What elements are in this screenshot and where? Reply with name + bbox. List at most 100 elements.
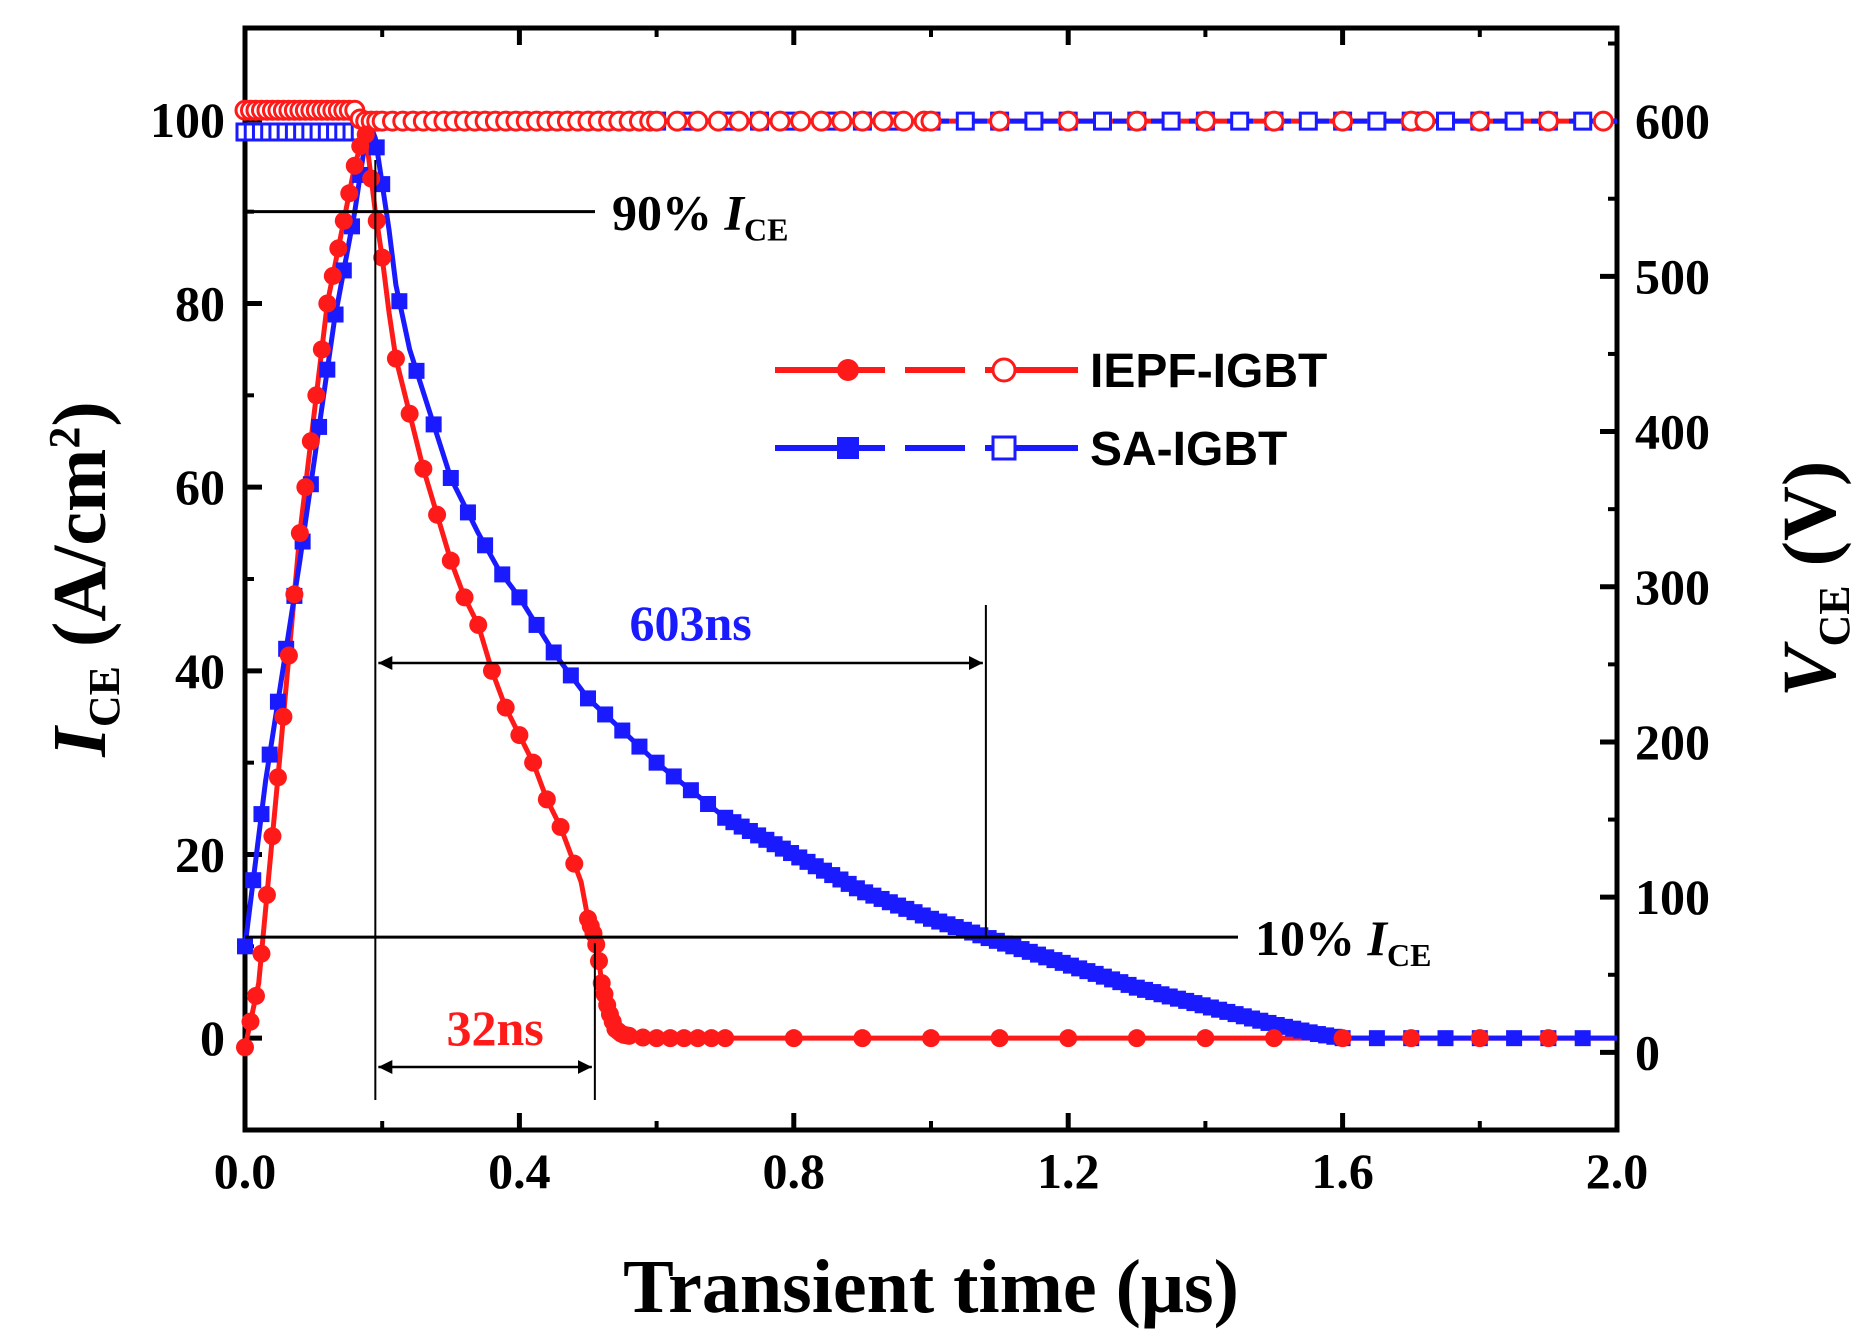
sa-current-point bbox=[494, 566, 511, 583]
sa-current-point bbox=[269, 693, 286, 710]
left-tick-label-part: 100 bbox=[150, 92, 225, 148]
sa-current-point bbox=[408, 362, 425, 379]
left-tick-label: 60 bbox=[175, 459, 225, 515]
iepf-current-point bbox=[373, 248, 392, 267]
sa-current-point bbox=[459, 504, 476, 521]
axis-ticks: 0.0 0.4 0.8 1.2 1.6 2.0 0 20 40 60 80 100 0 100 200 300… bbox=[150, 26, 1710, 1199]
right-axis-title-part: (V) bbox=[1768, 461, 1852, 586]
x-tick-label-part: 1.6 bbox=[1311, 1143, 1374, 1199]
iepf-current-point bbox=[301, 432, 320, 451]
iepf-current-point bbox=[661, 1029, 680, 1048]
x-tick-label-part: 0.0 bbox=[214, 1143, 277, 1199]
sa-current-point bbox=[682, 782, 699, 799]
left-axis-title-part: I bbox=[38, 725, 122, 758]
iepf-voltage-point bbox=[749, 110, 770, 132]
axis-titles: Transient time (μs)ICE (A/cm2)VCE (V) bbox=[38, 401, 1859, 1329]
sa-current-point bbox=[311, 418, 328, 435]
iepf-current-point bbox=[620, 1026, 639, 1045]
level-90-label: 90% ICE bbox=[612, 185, 788, 248]
iepf-current-point bbox=[345, 156, 364, 175]
sa-current-point bbox=[319, 361, 336, 378]
iepf-current-point bbox=[318, 294, 337, 313]
sa-current-point bbox=[237, 938, 253, 955]
iepf-current-point bbox=[1127, 1029, 1146, 1048]
sa-current-point bbox=[648, 754, 665, 771]
iepf-current-point bbox=[285, 585, 304, 604]
sa-voltage-point bbox=[955, 111, 975, 131]
left-tick-label-part: 60 bbox=[175, 459, 225, 515]
iepf-voltage-point bbox=[1057, 110, 1079, 132]
sa-current-point bbox=[391, 293, 408, 310]
iepf-current-point bbox=[241, 1012, 260, 1031]
right-axis-title: VCE (V) bbox=[1768, 461, 1859, 697]
left-axis-title-part: ) bbox=[38, 401, 122, 426]
iepf-current-point bbox=[455, 588, 474, 607]
iepf-current-point bbox=[565, 854, 584, 873]
iepf-current-point bbox=[853, 1029, 872, 1048]
iepf-current-point bbox=[329, 239, 348, 258]
sa-current-point bbox=[597, 706, 614, 723]
iepf-current-point bbox=[414, 459, 433, 478]
iepf-current-point bbox=[1539, 1029, 1558, 1048]
iepf-current-point bbox=[252, 944, 271, 963]
x-tick-label: 0.0 bbox=[214, 1143, 277, 1199]
level-10-label-part: I bbox=[1367, 910, 1389, 966]
iepf-current-point bbox=[510, 726, 529, 745]
right-tick-label-part: 300 bbox=[1635, 559, 1710, 615]
sa-current-point bbox=[1437, 1030, 1454, 1047]
iepf-current-point bbox=[1333, 1029, 1352, 1048]
iepf-current-line bbox=[242, 126, 1617, 1048]
right-tick-label: 100 bbox=[1635, 869, 1710, 925]
sa-fall-time-label: 603ns bbox=[629, 595, 751, 651]
iepf-voltage-point bbox=[666, 110, 688, 132]
iepf-current-point bbox=[340, 184, 359, 203]
sa-current-point bbox=[425, 416, 442, 433]
level-90-label-part: I bbox=[724, 185, 746, 241]
series-layer bbox=[234, 99, 1617, 1057]
iepf-current-point bbox=[290, 524, 309, 543]
right-tick-label-part: 100 bbox=[1635, 869, 1710, 925]
sa-current-point bbox=[261, 746, 278, 763]
x-tick-label-part: 0.8 bbox=[763, 1143, 826, 1199]
sa-current-point bbox=[665, 768, 682, 785]
left-axis-title: ICE (A/cm2) bbox=[38, 401, 129, 757]
sa-current-point bbox=[528, 616, 545, 633]
iepf-current-point bbox=[716, 1029, 735, 1048]
left-tick-label-part: 20 bbox=[175, 827, 225, 883]
left-axis-title-part: (A/cm bbox=[38, 449, 122, 666]
right-axis-title-part: V bbox=[1768, 641, 1852, 697]
iepf-current-point bbox=[469, 615, 488, 634]
iepf-voltage-point bbox=[769, 110, 791, 132]
right-tick-label: 200 bbox=[1635, 714, 1710, 770]
iepf-voltage-point bbox=[989, 110, 1011, 132]
iepf-current-point bbox=[323, 266, 342, 285]
x-tick-label-part: 1.2 bbox=[1037, 1143, 1100, 1199]
iepf-current-point bbox=[441, 551, 460, 570]
left-tick-label-part: 40 bbox=[175, 643, 225, 699]
sa-current-point bbox=[580, 690, 596, 707]
left-axis-title-part: CE bbox=[80, 666, 129, 727]
iepf-fall-time-label-part: 32ns bbox=[446, 1000, 543, 1056]
sa-current-point bbox=[700, 795, 717, 812]
iepf-current-point bbox=[400, 404, 419, 423]
sa-fall-time-label-part: 603ns bbox=[629, 595, 751, 651]
iepf-current-point bbox=[279, 646, 298, 665]
iepf-current-point bbox=[990, 1029, 1009, 1048]
x-tick-label: 0.8 bbox=[763, 1143, 826, 1199]
iepf-current-point bbox=[688, 1029, 707, 1048]
level-90-label-part: 90% bbox=[612, 185, 725, 241]
legend-sa-marker-open bbox=[991, 435, 1017, 461]
sa-voltage-point bbox=[1230, 111, 1250, 131]
sa-voltage-point bbox=[1504, 111, 1524, 131]
iepf-current-point bbox=[496, 698, 515, 717]
iepf-voltage-point bbox=[831, 110, 853, 132]
iepf-current-point bbox=[1059, 1029, 1078, 1048]
iepf-voltage-point bbox=[1194, 110, 1216, 132]
x-tick-label-part: 2.0 bbox=[1586, 1143, 1649, 1199]
left-tick-label-part: 0 bbox=[200, 1010, 225, 1066]
x-tick-label: 0.4 bbox=[488, 1143, 551, 1199]
iepf-current-point bbox=[428, 505, 447, 524]
iepf-current-point bbox=[334, 211, 353, 230]
iepf-voltage-point bbox=[893, 110, 915, 132]
